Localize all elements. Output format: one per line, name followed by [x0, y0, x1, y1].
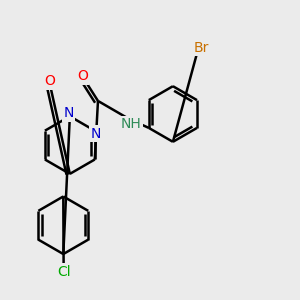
- Text: Br: Br: [193, 41, 209, 55]
- Text: Cl: Cl: [57, 265, 70, 279]
- Text: O: O: [44, 74, 55, 88]
- Text: N: N: [91, 127, 101, 141]
- Text: O: O: [77, 69, 88, 83]
- Text: NH: NH: [121, 118, 142, 131]
- Text: N: N: [64, 106, 74, 120]
